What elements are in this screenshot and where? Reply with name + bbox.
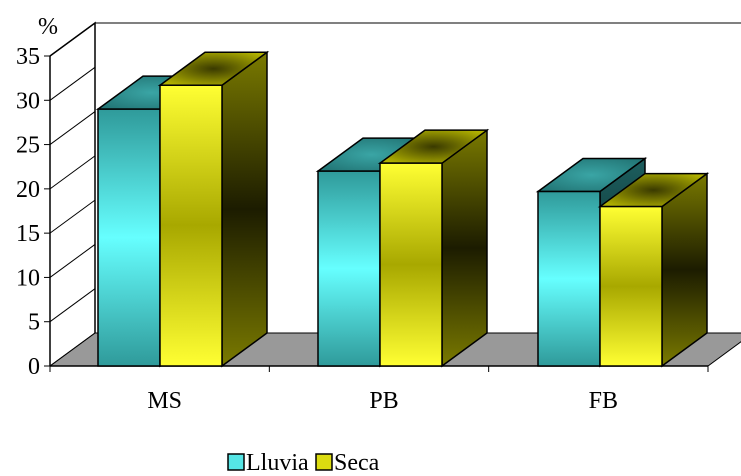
bar-front: [599, 205, 663, 367]
y-gridline-side: [49, 22, 96, 57]
bar-front: [537, 190, 601, 367]
y-tick-label: 10: [16, 265, 40, 291]
y-tick-label: 20: [16, 177, 40, 203]
legend-label: Lluvia: [246, 450, 309, 476]
y-tick-label: 30: [16, 88, 40, 114]
y-gridline-side: [49, 111, 96, 145]
y-tick-label: 15: [16, 221, 40, 247]
bar-front: [97, 108, 161, 367]
bar-front: [379, 162, 443, 367]
legend: Lluvia Seca: [227, 450, 380, 476]
y-gridline-side: [49, 332, 96, 367]
x-tick-label: PB: [369, 388, 398, 414]
y-gridline-side: [49, 155, 96, 190]
x-axis: MS PB FB: [49, 365, 709, 414]
y-tick-label: 5: [28, 310, 40, 336]
legend-label: Seca: [334, 450, 380, 476]
legend-entry: Lluvia: [227, 450, 309, 476]
x-tick-label: MS: [147, 388, 182, 414]
bars: [95, 50, 710, 368]
bar-side: [221, 50, 268, 368]
side-wall: [49, 21, 96, 333]
bar: [157, 50, 270, 368]
y-gridline-side: [49, 66, 96, 101]
y-gridline-side: [49, 288, 96, 323]
y-tick-label: 25: [16, 133, 40, 159]
legend-swatch: [227, 453, 245, 471]
bar-side: [441, 128, 488, 368]
bar-front: [159, 84, 223, 367]
bar-front: [317, 170, 381, 367]
y-gridline-side: [49, 244, 96, 278]
legend-swatch: [315, 453, 333, 471]
x-tick-label: FB: [589, 388, 618, 414]
y-unit-label: %: [38, 14, 58, 40]
bar: [377, 128, 490, 368]
y-tick-label: 0: [28, 354, 40, 380]
legend-entry: Seca: [315, 450, 380, 476]
y-axis: 0 5 10 15 20 25 30 35%: [16, 14, 96, 380]
y-tick-label: 35: [16, 44, 40, 70]
bar: [597, 172, 710, 368]
y-gridline-side: [49, 199, 96, 234]
